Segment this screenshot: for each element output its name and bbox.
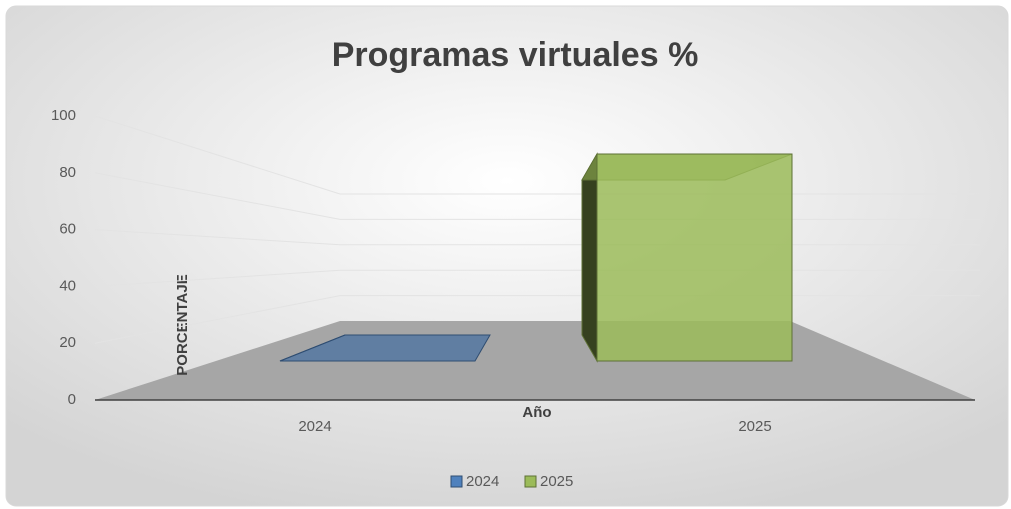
y-tick-label: 0 — [68, 391, 76, 408]
legend-swatch — [450, 475, 463, 488]
grid-line — [94, 269, 341, 287]
chart-background — [5, 5, 1009, 507]
y-tick-label: 100 — [51, 107, 76, 124]
legend-label: 2025 — [540, 473, 573, 490]
y-tick-label: 20 — [59, 334, 76, 351]
y-tick-label: 60 — [59, 221, 76, 238]
grid-line — [94, 295, 341, 344]
y-tick-label: 80 — [59, 164, 76, 181]
bar — [596, 153, 793, 362]
x-tick-label: 2024 — [298, 418, 331, 435]
x-tick-label: 2025 — [738, 418, 771, 435]
y-axis-title: PORCENTAJE — [174, 274, 191, 375]
y-tick-label: 40 — [59, 277, 76, 294]
x-axis-title: Año — [522, 404, 551, 421]
legend-swatch — [524, 475, 537, 488]
grid-line — [94, 115, 341, 195]
grid-line — [94, 172, 341, 220]
bar-side — [581, 152, 598, 363]
chart-title: Programas virtuales % — [332, 36, 699, 74]
bar-top — [279, 334, 491, 362]
legend-label: 2024 — [466, 473, 499, 490]
grid-line — [94, 229, 341, 246]
